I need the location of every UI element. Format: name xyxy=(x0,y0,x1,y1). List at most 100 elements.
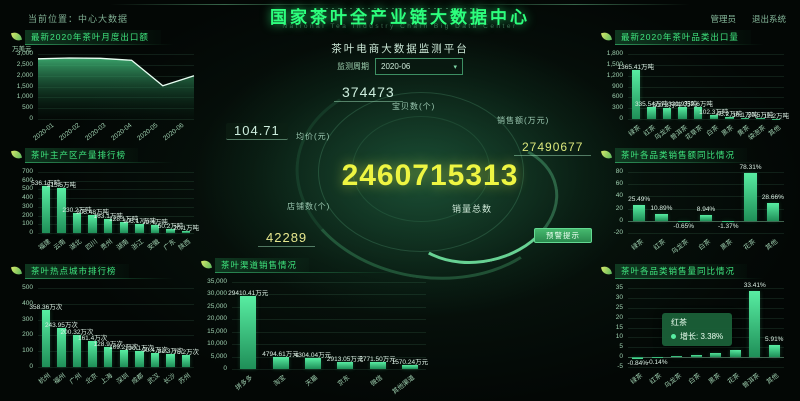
bar[interactable] xyxy=(631,69,641,119)
bar[interactable] xyxy=(166,228,175,233)
bar[interactable] xyxy=(181,231,191,233)
bar-value-label: 100.1万次 xyxy=(124,345,155,353)
bar[interactable] xyxy=(119,221,129,233)
bar[interactable] xyxy=(41,310,51,367)
x-tick-label: 苏州 xyxy=(177,372,193,386)
grid-line xyxy=(38,198,194,200)
bar[interactable] xyxy=(671,355,683,358)
leaf-icon xyxy=(200,258,213,271)
chart-volume-yoy[interactable]: -5 0 5 10 15 20 25 30 35 -0.84% 绿茶 -0.14% 红茶 乌龙茶 白茶 黑茶花… xyxy=(602,279,788,390)
bar[interactable] xyxy=(632,357,644,359)
grid-line xyxy=(232,356,426,358)
chart-city-rank[interactable]: 0 100 200 300 400 500 358.36万次 杭州 243.95万次 福州 200.… xyxy=(12,279,199,389)
bar[interactable] xyxy=(41,186,51,233)
bar-value-label: 205.48万吨 xyxy=(76,209,110,217)
bar[interactable] xyxy=(749,291,761,358)
bar[interactable] xyxy=(72,212,82,233)
panel-header: 茶叶各品类销售额同比情况 xyxy=(600,147,788,162)
x-tick-label: 浙江 xyxy=(130,238,146,252)
chart-region-rank[interactable]: 0 100 200 300 400 500 600 700 536.1万吨 福建 515.5万吨 云南… xyxy=(12,163,199,255)
bar[interactable] xyxy=(103,218,113,233)
period-select[interactable]: 2020-06 ▾ xyxy=(375,58,463,75)
breadcrumb: 当前位置：中心大数据 xyxy=(28,14,129,24)
bar[interactable] xyxy=(304,358,321,369)
bar[interactable] xyxy=(401,365,418,369)
grid-line xyxy=(38,180,194,182)
bar[interactable] xyxy=(272,357,289,369)
chart-category-export[interactable]: 0 300 600 900 1,200 1,500 1,800 1365.41万吨 绿茶 335.… xyxy=(602,45,789,142)
x-tick-label: 红茶 xyxy=(648,372,664,386)
bar[interactable] xyxy=(725,117,734,119)
bar-value-label: 230.2万吨 xyxy=(62,206,92,214)
y-tick-label: 200 xyxy=(22,331,33,339)
bar[interactable] xyxy=(181,355,191,367)
bar[interactable] xyxy=(647,106,656,119)
alert-button[interactable]: 预警提示 xyxy=(534,228,592,243)
bar[interactable] xyxy=(766,203,779,221)
bar[interactable] xyxy=(729,350,741,358)
grid-line xyxy=(628,54,784,55)
bar[interactable] xyxy=(709,115,719,119)
bar-value-label: -0.65% xyxy=(673,222,695,230)
chart-tooltip: 红茶 增长: 3.38% xyxy=(662,313,733,346)
bar[interactable] xyxy=(744,173,757,221)
bar-value-label: 30.1万吨 xyxy=(732,111,758,119)
bar-value-label: 330.9万吨 xyxy=(667,101,698,109)
bar-value-label: 4304.04万元 xyxy=(294,352,332,360)
admin-link[interactable]: 管理员 xyxy=(710,14,736,24)
bar[interactable] xyxy=(150,225,160,233)
bar[interactable] xyxy=(88,341,97,367)
bar[interactable] xyxy=(699,215,713,221)
y-tick-label: 400 xyxy=(22,194,33,202)
bar[interactable] xyxy=(678,107,687,119)
grid-line xyxy=(38,206,194,208)
grid-line xyxy=(628,297,784,299)
bar-value-label: 332.6万吨 xyxy=(683,100,713,108)
bar[interactable] xyxy=(88,215,97,233)
bar[interactable] xyxy=(150,352,160,367)
bar[interactable] xyxy=(369,362,386,369)
x-tick-label: 乌龙茶 xyxy=(663,372,683,390)
panel-volume-yoy: 茶叶各品类销售量同比情况 -5 0 5 10 15 20 25 30 35 -0.84% 绿茶 -0.… xyxy=(600,263,788,392)
x-tick-label: 成都 xyxy=(130,372,146,386)
bar[interactable] xyxy=(119,349,129,367)
y-tick-label: 400 xyxy=(22,299,33,307)
panel-underline xyxy=(25,44,174,45)
bar[interactable] xyxy=(710,352,722,358)
grid-line xyxy=(628,220,784,222)
bar[interactable] xyxy=(57,328,66,367)
bar[interactable] xyxy=(135,223,144,233)
bar[interactable] xyxy=(693,106,703,119)
bar[interactable] xyxy=(677,220,690,222)
bar[interactable] xyxy=(740,117,750,119)
bar[interactable] xyxy=(771,118,781,120)
chart-channel-sales[interactable]: 0 5,000 10,000 15,000 20,000 25,000 30,000 35,0… xyxy=(202,273,430,396)
bar[interactable] xyxy=(690,354,702,358)
bar[interactable] xyxy=(722,220,735,222)
bar[interactable] xyxy=(337,361,354,369)
x-tick-label: 绿茶 xyxy=(629,372,644,386)
bar[interactable] xyxy=(135,351,144,367)
bar[interactable] xyxy=(756,118,765,120)
bar[interactable] xyxy=(768,345,780,358)
stat-revenue-label: 销售额(万元) xyxy=(497,116,550,125)
bar-value-label: 515.5万吨 xyxy=(46,182,77,190)
panel-category-export: 最新2020年茶叶品类出口量 0 300 600 900 1,200 1,500 1,800… xyxy=(600,29,789,144)
bar-value-label: 5.91% xyxy=(765,336,784,344)
grid-line xyxy=(628,108,784,110)
bar[interactable] xyxy=(651,357,663,359)
bar[interactable] xyxy=(655,214,668,221)
bar[interactable] xyxy=(57,188,66,233)
chart-export-trend[interactable]: 0 500 1,000 1,500 2,000 2,500 3,000 万美元 2020-01 2… xyxy=(12,45,198,142)
chart-revenue-yoy[interactable]: -20 0 20 40 60 80 25.49% 绿茶 10.89% 红茶 -0.65% 乌龙茶 8.9… xyxy=(602,163,788,256)
bar[interactable] xyxy=(662,108,672,119)
bar[interactable] xyxy=(633,205,646,221)
bar[interactable] xyxy=(103,346,113,367)
bar[interactable] xyxy=(240,295,257,369)
y-tick-label: -5 xyxy=(617,363,623,370)
y-tick-label: 5 xyxy=(619,343,623,351)
bar[interactable] xyxy=(72,335,82,367)
bar[interactable] xyxy=(166,353,175,367)
logout-link[interactable]: 退出系统 xyxy=(751,14,786,24)
